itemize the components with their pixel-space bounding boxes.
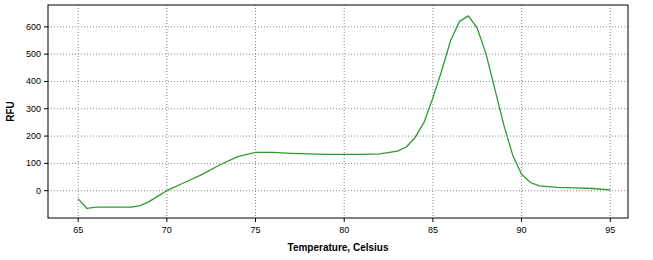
series-group	[78, 16, 610, 209]
x-grid-line	[255, 5, 256, 218]
y-tick	[44, 136, 48, 137]
x-grid-line	[610, 5, 611, 218]
y-tick-label: 200	[26, 131, 41, 141]
chart: 65 70 75 80 85 90 95 0 100 200 300 400 500 600 Tempera…	[0, 0, 653, 260]
x-tick-label: 65	[73, 225, 83, 235]
x-grid-line	[78, 5, 79, 218]
y-grid-line	[48, 81, 628, 82]
y-tick-label: 300	[26, 104, 41, 114]
y-grid-line	[48, 108, 628, 109]
y-tick	[44, 54, 48, 55]
y-tick-label: 400	[26, 76, 41, 86]
x-grid-line	[166, 5, 167, 218]
x-tick-label: 85	[428, 225, 438, 235]
y-grid-line	[48, 136, 628, 137]
x-tick-label: 90	[517, 225, 527, 235]
x-tick	[610, 218, 611, 222]
y-tick	[44, 163, 48, 164]
y-grid-line	[48, 190, 628, 191]
x-tick-label: 70	[162, 225, 172, 235]
plot-frame	[48, 5, 628, 218]
x-axis-label: Temperature, Celsius	[288, 242, 389, 253]
x-tick	[78, 218, 79, 222]
x-tick-label: 75	[251, 225, 261, 235]
x-tick-label: 80	[339, 225, 349, 235]
y-tick-label: 600	[26, 22, 41, 32]
y-grid-line	[48, 54, 628, 55]
melt-curve	[78, 16, 610, 209]
y-axis-label: RFU	[5, 101, 16, 122]
x-grid-line	[521, 5, 522, 218]
x-tick-label: 95	[605, 225, 615, 235]
y-grid-line	[48, 26, 628, 27]
y-grid-line	[48, 163, 628, 164]
y-tick-label: 500	[26, 49, 41, 59]
x-tick	[255, 218, 256, 222]
x-tick	[344, 218, 345, 222]
x-tick	[521, 218, 522, 222]
x-grid-line	[432, 5, 433, 218]
y-tick	[44, 26, 48, 27]
y-tick-label: 0	[36, 186, 41, 196]
y-tick	[44, 190, 48, 191]
y-tick	[44, 81, 48, 82]
x-tick	[166, 218, 167, 222]
y-tick-label: 100	[26, 158, 41, 168]
x-tick	[432, 218, 433, 222]
x-grid-line	[344, 5, 345, 218]
y-tick	[44, 108, 48, 109]
